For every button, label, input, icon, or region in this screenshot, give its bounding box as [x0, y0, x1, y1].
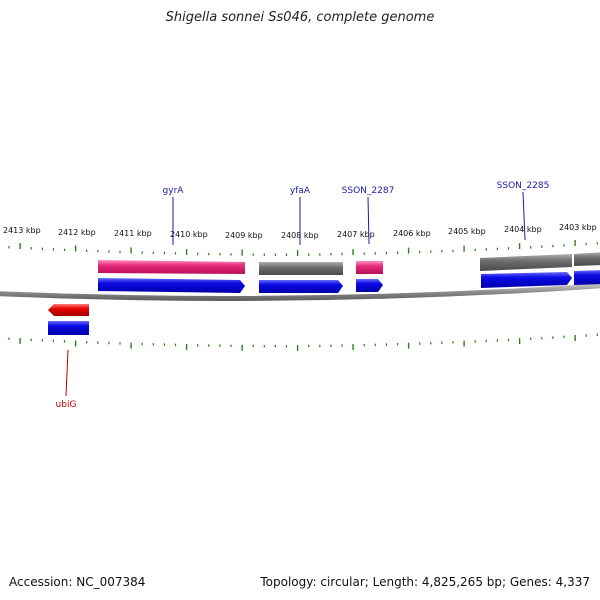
cds-bar-ubiG[interactable] — [48, 321, 89, 335]
tick-label-2407: 2407 kbp — [337, 230, 375, 239]
tick-label-2413: 2413 kbp — [3, 226, 41, 235]
leader-SSON_2287 — [367, 196, 370, 245]
tick-label-2410: 2410 kbp — [170, 230, 208, 239]
tick-label-2405: 2405 kbp — [448, 227, 486, 236]
tick-label-2412: 2412 kbp — [58, 228, 96, 237]
genome-backbone — [0, 283, 600, 301]
map-title: Shigella sonnei Ss046, complete genome — [165, 10, 435, 25]
cds-arrow-yfaA[interactable] — [259, 280, 343, 293]
genome-stats-text: Topology: circular; Length: 4,825,265 bp… — [260, 575, 590, 589]
gene-track-reverse — [48, 304, 89, 335]
gene-bar-next[interactable] — [574, 252, 600, 266]
ruler-ticks-upper — [8, 240, 598, 256]
tick-label-2411: 2411 kbp — [114, 229, 152, 238]
tick-label-2404: 2404 kbp — [504, 225, 542, 234]
tick-label-2406: 2406 kbp — [393, 229, 431, 238]
cds-arrow-SSON_2285[interactable] — [481, 272, 572, 288]
cds-arrow-SSON_2287[interactable] — [356, 279, 383, 292]
gene-track-forward — [98, 252, 600, 275]
gene-label-ubiG: ubiG — [56, 400, 77, 410]
label-leaders — [65, 191, 526, 397]
gene-arrow-ubiG[interactable] — [48, 304, 89, 316]
gene-label-SSON_2285: SSON_2285 — [497, 181, 550, 191]
gene-bar-SSON_2285[interactable] — [480, 254, 572, 271]
gene-bar-yfaA[interactable] — [259, 262, 343, 275]
leader-SSON_2285 — [522, 191, 526, 241]
gene-label-SSON_2287: SSON_2287 — [342, 186, 395, 196]
gene-bar-gyrA[interactable] — [98, 260, 245, 274]
gene-label-gyrA: gyrA — [163, 186, 185, 196]
cds-track-forward — [98, 270, 600, 293]
tick-label-2403: 2403 kbp — [559, 223, 597, 232]
gene-labels: gyrA yfaA SSON_2287 SSON_2285 ubiG — [56, 181, 550, 410]
cds-arrow-gyrA[interactable] — [98, 278, 245, 293]
gene-label-yfaA: yfaA — [290, 186, 311, 196]
cds-arrow-next[interactable] — [574, 270, 600, 285]
gene-bar-SSON_2287[interactable] — [356, 261, 383, 274]
leader-ubiG — [65, 349, 69, 397]
ruler-ticks-lower — [8, 333, 598, 351]
tick-label-2409: 2409 kbp — [225, 231, 263, 240]
accession-text: Accession: NC_007384 — [9, 575, 146, 589]
